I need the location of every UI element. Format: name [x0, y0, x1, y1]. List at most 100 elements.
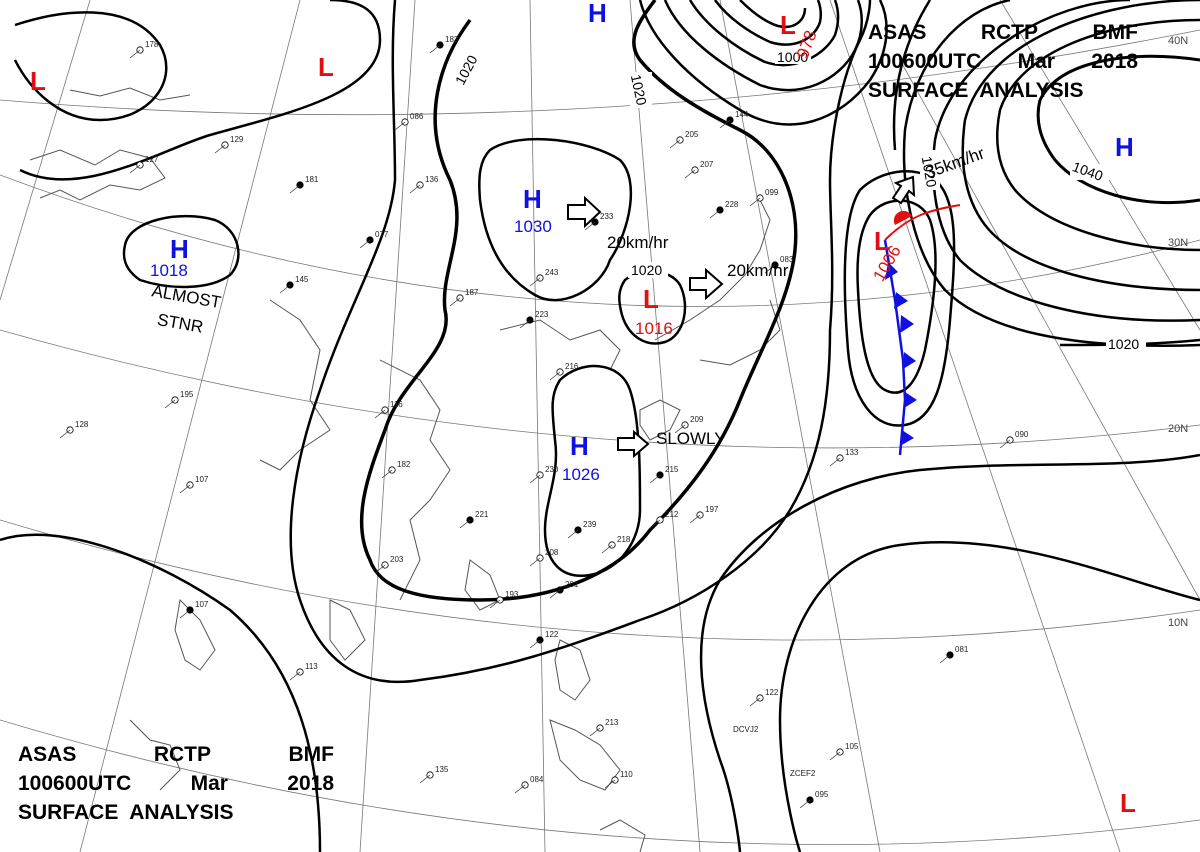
- isobar-1020-west: [19, 0, 382, 181]
- station-pressure-value: 081: [955, 645, 969, 654]
- wind-barb: [289, 184, 301, 194]
- title-block-bottom-left: ASAS RCTP BMF 100600UTC Mar 2018 SURFACE…: [18, 740, 334, 827]
- station-pressure-value: 223: [535, 310, 549, 319]
- high-center-symbol: H: [570, 431, 589, 461]
- station-pressure-value: 077: [375, 230, 389, 239]
- station-pressure-value: 195: [180, 390, 194, 399]
- station-pressure-value: 110: [620, 770, 633, 779]
- title-month: Mar: [190, 772, 228, 795]
- station-pressure-value: 213: [605, 718, 619, 727]
- motion-label: SLOWLY: [656, 429, 726, 448]
- station-pressure-value: 181: [305, 175, 319, 184]
- title-source: BMF: [1092, 21, 1139, 44]
- high-center-symbol: H: [588, 0, 607, 28]
- station-pressure-value: 090: [1015, 430, 1029, 439]
- station-plots: 233 243 187 223 216 230 221 203 193 239 218 208 201 2…: [59, 35, 1029, 809]
- lat-label-40n: 40N: [1168, 35, 1188, 47]
- wind-barb: [649, 519, 661, 529]
- wind-barb: [419, 774, 431, 784]
- isobar-outer-big: [289, 0, 872, 684]
- lat-label-20n: 20N: [1168, 423, 1188, 435]
- station-pressure-value: 133: [845, 448, 859, 457]
- arrow-1026: [617, 429, 650, 459]
- high-center-value: 1030: [514, 217, 552, 236]
- station-pressure-value: 107: [195, 475, 209, 484]
- wind-barb: [829, 751, 841, 761]
- station-pressure-value: 095: [815, 790, 829, 799]
- station-pressure-value: 228: [725, 200, 739, 209]
- pressure-centers: H 1030 H 1018 H 1026 H H L 1016 L 1006 L…: [30, 0, 1136, 818]
- high-center-value: 1018: [150, 261, 188, 280]
- wind-barb: [999, 439, 1011, 449]
- wind-barb: [649, 474, 661, 484]
- wind-barb: [549, 589, 561, 599]
- low-center-value: 1016: [635, 319, 673, 338]
- wind-barb: [799, 799, 811, 809]
- wind-barb: [489, 599, 501, 609]
- wind-barb: [129, 49, 141, 59]
- wind-barb: [179, 484, 191, 494]
- isobar-label: 1020: [1108, 336, 1139, 352]
- wind-barb: [449, 297, 461, 307]
- high-center-value: 1026: [562, 465, 600, 484]
- station-pressure-value: 127: [145, 155, 159, 164]
- station-pressure-value: 083: [780, 255, 794, 264]
- title-station-id: RCTP: [980, 21, 1039, 44]
- wind-barb: [514, 784, 526, 794]
- motion-label: 20km/hr: [727, 261, 789, 280]
- station-pressure-value: 218: [617, 535, 631, 544]
- station-pressure-value: 086: [410, 112, 424, 121]
- wind-barb: [567, 529, 579, 539]
- title-line-2: 100600UTC Mar 2018: [18, 769, 334, 798]
- isobar-label: 1000: [777, 49, 808, 65]
- station-pressure-value: 187: [465, 288, 479, 297]
- low-center-symbol: L: [780, 10, 796, 40]
- title-line-3: SURFACE ANALYSIS: [18, 798, 334, 827]
- wind-barb: [589, 727, 601, 737]
- isobar-1030-ring: [478, 137, 633, 302]
- station-pressure-value: 233: [600, 212, 614, 221]
- wind-barb: [529, 639, 541, 649]
- station-pressure-value: 129: [230, 135, 244, 144]
- wind-barb: [709, 209, 721, 219]
- wind-barb: [374, 409, 386, 419]
- wind-barb: [394, 121, 406, 131]
- isobar-1032-ring: [961, 0, 1200, 292]
- high-center-symbol: H: [170, 234, 189, 264]
- title-chart-name: SURFACE ANALYSIS: [18, 801, 234, 824]
- movement-arrows: [567, 175, 916, 459]
- title-line-1: ASAS RCTP BMF: [868, 18, 1138, 47]
- low-center-symbol: L: [874, 226, 890, 256]
- wind-barb: [179, 609, 191, 619]
- wind-barb: [459, 519, 471, 529]
- low-center-symbol: L: [318, 52, 334, 82]
- station-pressure-value: 207: [700, 160, 714, 169]
- wind-barb: [674, 424, 686, 434]
- isobar-1036-ring: [996, 18, 1200, 252]
- isobar-label: 1020: [631, 262, 662, 278]
- wind-barb: [359, 239, 371, 249]
- wind-barb: [719, 119, 731, 129]
- title-month: Mar: [1017, 50, 1055, 73]
- isobar-1018-ring: [122, 214, 240, 289]
- ship-id: ZCEF2: [790, 769, 816, 778]
- wind-barb: [749, 197, 761, 207]
- wind-barb: [529, 557, 541, 567]
- title-station-id: RCTP: [153, 743, 212, 766]
- wind-barb: [529, 474, 541, 484]
- station-pressure-value: 145: [295, 275, 309, 284]
- station-pressure-value: 122: [765, 688, 779, 697]
- title-chart-name: SURFACE ANALYSIS: [868, 79, 1084, 102]
- motion-label: 20km/hr: [607, 233, 669, 252]
- isobar-low-5: [739, 0, 807, 29]
- station-pressure-value: 203: [390, 555, 404, 564]
- title-time: 100600UTC: [18, 772, 132, 795]
- coastlines: [29, 87, 781, 852]
- wind-barb: [604, 779, 616, 789]
- wind-barb: [684, 169, 696, 179]
- station-pressure-value: 209: [690, 415, 704, 424]
- station-pressure-value: 113: [305, 662, 318, 671]
- title-source: BMF: [288, 743, 335, 766]
- station-pressure-value: 216: [565, 362, 579, 371]
